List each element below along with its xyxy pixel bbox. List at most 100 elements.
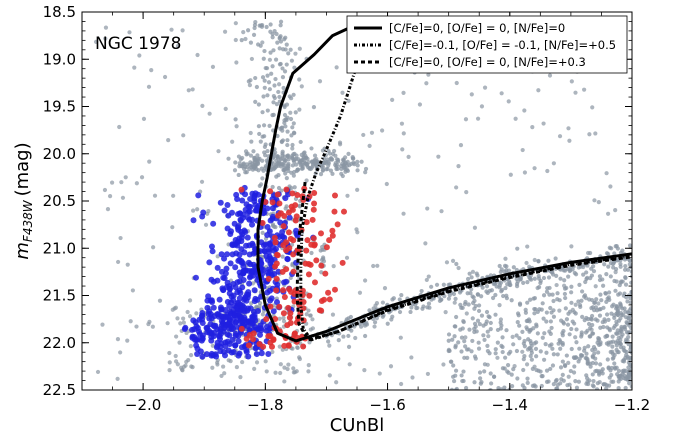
field-star <box>532 166 537 171</box>
field-star <box>253 99 258 104</box>
field-star <box>347 362 352 367</box>
field-star <box>290 142 295 148</box>
population-2-star <box>302 260 309 267</box>
field-star <box>589 297 595 303</box>
field-star <box>618 316 623 321</box>
field-star <box>616 368 622 373</box>
y-axis: 18.5 19.0 19.5 20.0 20.5 21.0 21.5 22.0 22.5 <box>43 3 632 399</box>
population-2-star <box>310 235 317 242</box>
field-star <box>263 142 268 147</box>
field-star <box>597 313 603 318</box>
field-star <box>151 245 156 250</box>
field-star <box>319 164 324 169</box>
field-star <box>410 302 415 307</box>
field-star <box>566 311 571 316</box>
field-star <box>484 309 490 315</box>
population-1-star <box>214 264 221 271</box>
field-star <box>525 300 530 305</box>
field-star <box>268 50 273 55</box>
field-star <box>569 346 574 352</box>
field-star <box>590 331 596 336</box>
population-2-star <box>287 320 294 327</box>
field-star <box>503 256 508 261</box>
field-star <box>621 368 626 373</box>
field-star <box>466 405 470 409</box>
field-star <box>606 264 611 269</box>
field-star <box>572 355 577 361</box>
field-star <box>499 267 504 272</box>
field-star <box>296 167 301 172</box>
x-tick-label: −1.8 <box>247 396 283 414</box>
field-star <box>169 27 174 32</box>
field-star <box>603 334 608 339</box>
field-star <box>617 373 623 378</box>
field-star <box>167 368 172 373</box>
field-star <box>495 340 500 345</box>
field-star <box>442 294 447 299</box>
population-1-star <box>222 352 229 359</box>
field-star <box>281 85 286 91</box>
field-star <box>260 75 266 80</box>
field-star <box>443 310 448 315</box>
field-star <box>255 156 261 161</box>
field-star <box>389 317 394 322</box>
population-1-star <box>281 234 288 241</box>
field-star <box>273 76 278 82</box>
field-star <box>452 378 457 384</box>
population-1-star <box>245 203 252 210</box>
population-1-star <box>276 234 283 241</box>
field-star <box>450 374 456 379</box>
field-star <box>569 300 574 305</box>
field-star <box>563 295 568 301</box>
field-star <box>118 350 123 355</box>
field-star <box>306 363 311 368</box>
field-star <box>269 71 274 76</box>
field-star <box>614 347 619 352</box>
field-star <box>414 306 419 311</box>
field-star <box>152 193 158 198</box>
field-star <box>605 296 610 301</box>
field-star <box>281 315 286 320</box>
field-star <box>478 376 483 381</box>
population-2-star <box>300 343 307 350</box>
field-star <box>291 173 296 178</box>
field-star <box>586 344 591 349</box>
field-star <box>509 298 514 303</box>
population-2-star <box>243 335 250 342</box>
field-star <box>177 340 182 345</box>
field-star <box>297 77 302 82</box>
field-star <box>234 124 239 129</box>
field-star <box>514 391 518 395</box>
field-star <box>282 379 287 384</box>
field-star <box>410 375 415 380</box>
field-star <box>611 325 616 331</box>
field-star <box>278 39 284 44</box>
field-star <box>314 156 319 162</box>
field-star <box>336 338 341 343</box>
population-1-star <box>232 236 239 243</box>
field-star <box>497 303 502 308</box>
field-star <box>548 331 553 336</box>
field-star <box>457 392 461 396</box>
field-star <box>425 206 430 211</box>
field-star <box>305 156 310 161</box>
population-1-star <box>218 318 225 325</box>
field-star <box>475 318 481 323</box>
population-1-star <box>199 353 206 360</box>
field-star <box>190 87 195 92</box>
field-star <box>544 319 549 324</box>
field-star <box>534 322 539 327</box>
field-star <box>525 376 530 381</box>
field-star <box>569 326 574 332</box>
field-star <box>472 380 477 385</box>
field-star <box>560 333 565 338</box>
field-star <box>232 168 238 173</box>
field-star <box>563 363 568 369</box>
field-star <box>291 121 296 126</box>
field-star <box>497 263 502 269</box>
field-star <box>521 367 526 373</box>
field-star <box>503 285 508 291</box>
field-star <box>282 365 287 370</box>
field-star <box>590 354 595 359</box>
field-star <box>95 369 101 375</box>
